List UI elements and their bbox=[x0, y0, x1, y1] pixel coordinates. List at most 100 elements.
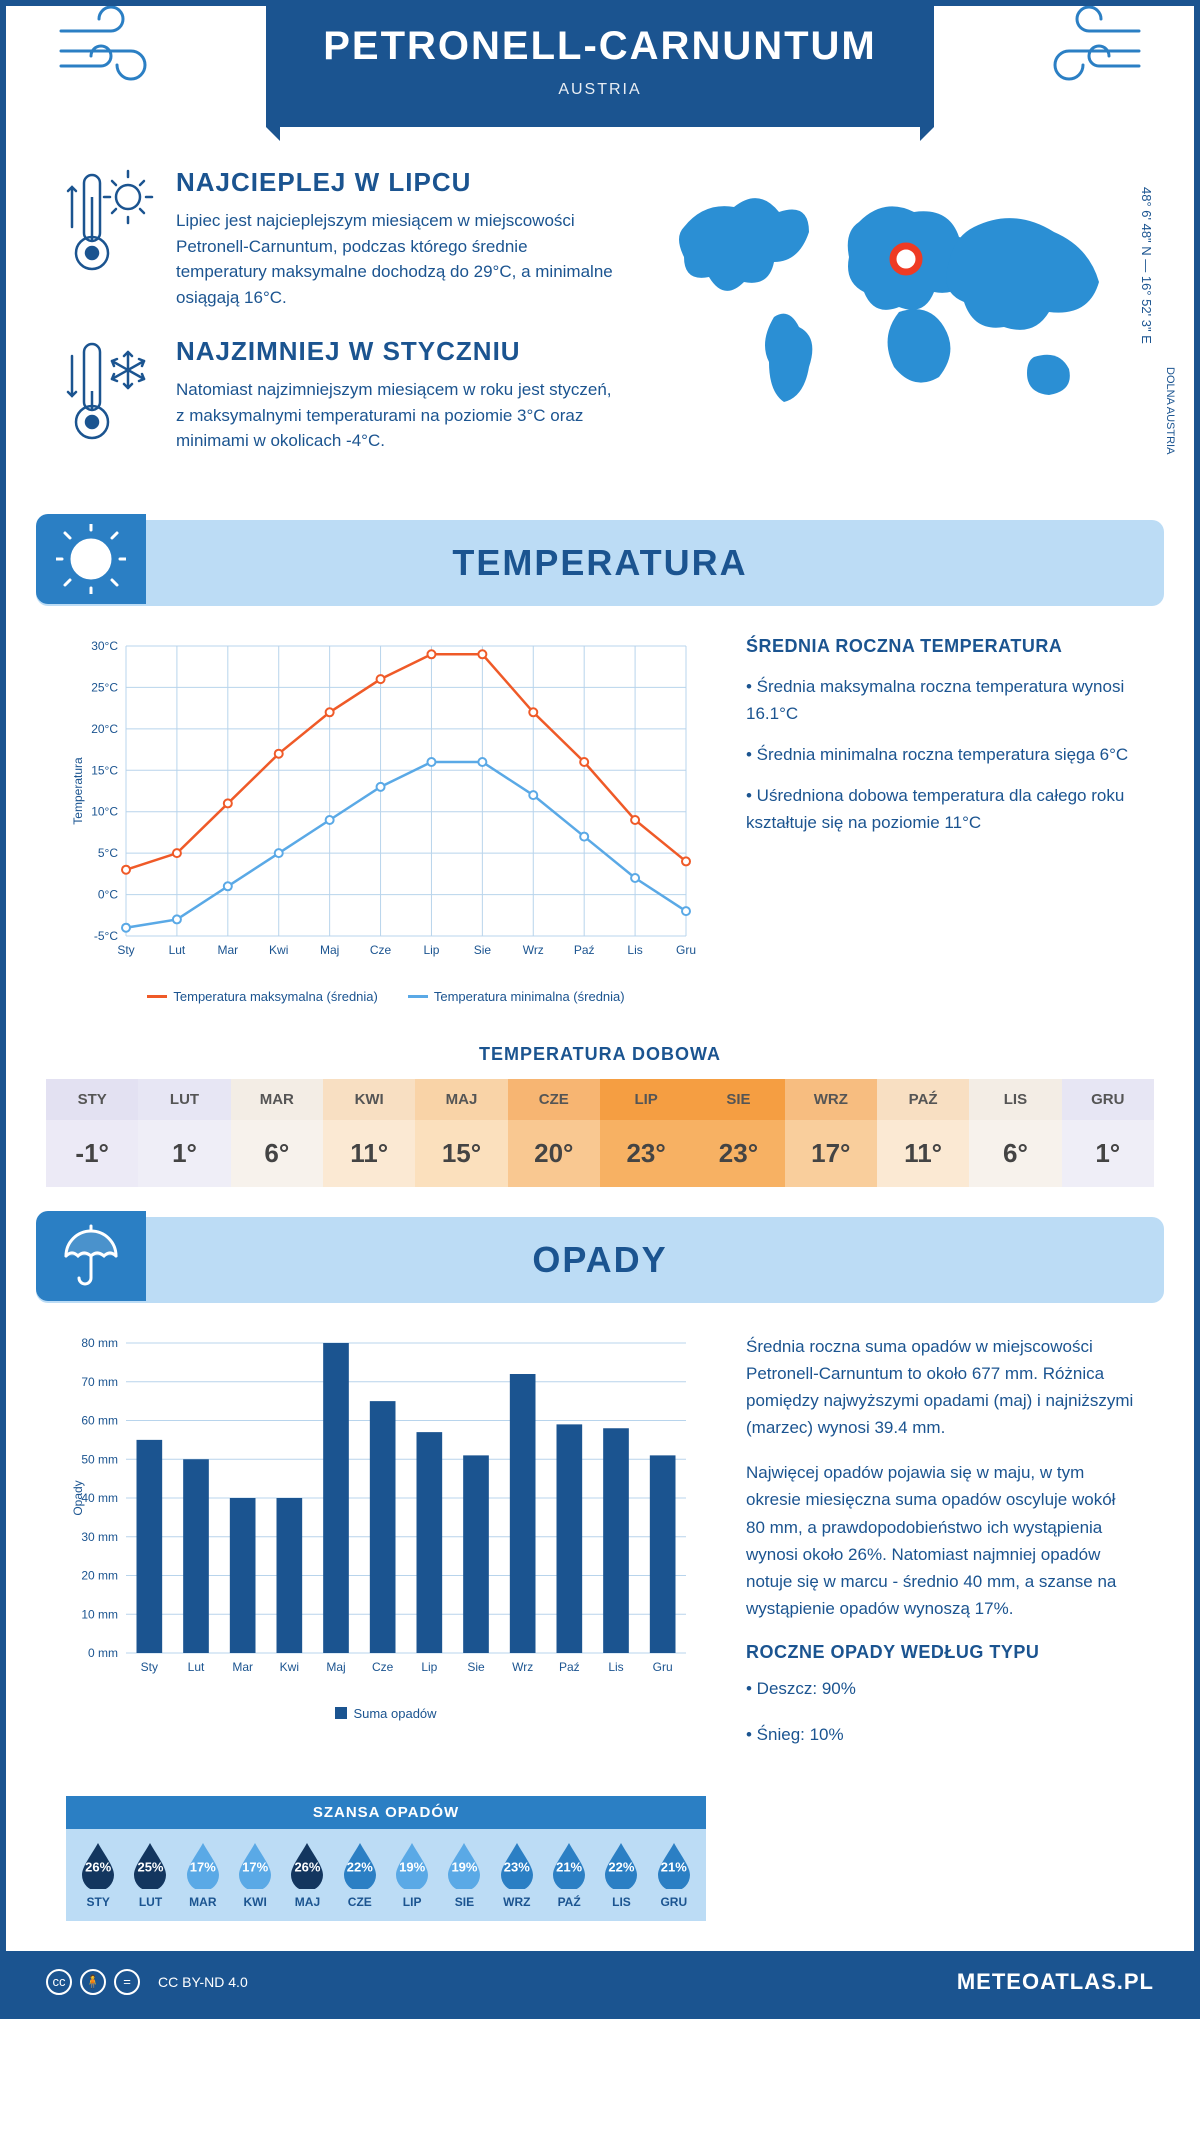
drop-icon: 21% bbox=[654, 1841, 694, 1889]
svg-text:Maj: Maj bbox=[326, 1660, 345, 1674]
precip-para1: Średnia roczna suma opadów w miejscowośc… bbox=[746, 1333, 1134, 1442]
warm-title: NAJCIEPLEJ W LIPCU bbox=[176, 167, 614, 198]
daily-temp-cell: KWI11° bbox=[323, 1079, 415, 1187]
daily-temp-cell: SIE23° bbox=[692, 1079, 784, 1187]
svg-text:Wrz: Wrz bbox=[523, 943, 544, 957]
site-name: METEOATLAS.PL bbox=[957, 1969, 1154, 1995]
drop-icon: 17% bbox=[183, 1841, 223, 1889]
drop-icon: 19% bbox=[392, 1841, 432, 1889]
thermometer-snow-icon bbox=[66, 336, 156, 454]
svg-text:Cze: Cze bbox=[372, 1660, 394, 1674]
svg-text:Opady: Opady bbox=[71, 1480, 85, 1515]
svg-text:Gru: Gru bbox=[676, 943, 696, 957]
page-country: AUSTRIA bbox=[266, 81, 934, 99]
precipitation-body: 0 mm10 mm20 mm30 mm40 mm50 mm60 mm70 mm8… bbox=[6, 1303, 1194, 1786]
svg-text:40 mm: 40 mm bbox=[81, 1491, 118, 1505]
precip-type-title: ROCZNE OPADY WEDŁUG TYPU bbox=[746, 1642, 1134, 1663]
intro-section: NAJCIEPLEJ W LIPCU Lipiec jest najcieple… bbox=[6, 127, 1194, 510]
warm-text: Lipiec jest najcieplejszym miesiącem w m… bbox=[176, 208, 614, 310]
precipitation-title: OPADY bbox=[36, 1239, 1164, 1281]
cold-text: Natomiast najzimniejszym miesiącem w rok… bbox=[176, 377, 614, 454]
cold-block: NAJZIMNIEJ W STYCZNIU Natomiast najzimni… bbox=[66, 336, 614, 454]
thermometer-sun-icon bbox=[66, 167, 156, 310]
footer: cc 🧍 = CC BY-ND 4.0 METEOATLAS.PL bbox=[6, 1951, 1194, 2013]
chance-cell: 17% MAR bbox=[177, 1841, 229, 1909]
avg-temp-bullet: • Uśredniona dobowa temperatura dla całe… bbox=[746, 782, 1134, 836]
svg-text:80 mm: 80 mm bbox=[81, 1336, 118, 1350]
intro-text-column: NAJCIEPLEJ W LIPCU Lipiec jest najcieple… bbox=[66, 167, 614, 480]
umbrella-icon bbox=[36, 1211, 146, 1301]
drop-icon: 26% bbox=[78, 1841, 118, 1889]
chance-cell: 19% LIP bbox=[386, 1841, 438, 1909]
drop-icon: 21% bbox=[549, 1841, 589, 1889]
svg-text:5°C: 5°C bbox=[98, 846, 118, 860]
header-banner: PETRONELL-CARNUNTUM AUSTRIA bbox=[266, 6, 934, 127]
daily-temp-cell: WRZ17° bbox=[785, 1079, 877, 1187]
drop-icon: 25% bbox=[130, 1841, 170, 1889]
svg-text:30°C: 30°C bbox=[91, 639, 118, 653]
svg-text:25°C: 25°C bbox=[91, 680, 118, 694]
temperature-banner: TEMPERATURA bbox=[36, 520, 1164, 606]
precip-type-bullet: • Deszcz: 90% bbox=[746, 1675, 1134, 1702]
drop-icon: 22% bbox=[340, 1841, 380, 1889]
precip-legend-label: Suma opadów bbox=[353, 1706, 436, 1721]
svg-text:20 mm: 20 mm bbox=[81, 1568, 118, 1582]
precip-para2: Najwięcej opadów pojawia się w maju, w t… bbox=[746, 1459, 1134, 1622]
svg-text:Sie: Sie bbox=[467, 1660, 485, 1674]
precip-type-bullet: • Śnieg: 10% bbox=[746, 1721, 1134, 1748]
svg-text:Wrz: Wrz bbox=[512, 1660, 533, 1674]
page-title: PETRONELL-CARNUNTUM bbox=[266, 24, 934, 69]
svg-text:20°C: 20°C bbox=[91, 721, 118, 735]
temperature-chart: -5°C0°C5°C10°C15°C20°C25°C30°CStyLutMarK… bbox=[66, 636, 706, 1004]
svg-text:15°C: 15°C bbox=[91, 763, 118, 777]
temperature-title: TEMPERATURA bbox=[36, 542, 1164, 584]
sun-icon bbox=[36, 514, 146, 604]
svg-text:Maj: Maj bbox=[320, 943, 339, 957]
daily-temp-cell: LIP23° bbox=[600, 1079, 692, 1187]
precipitation-side-text: Średnia roczna suma opadów w miejscowośc… bbox=[746, 1333, 1134, 1766]
svg-text:Gru: Gru bbox=[653, 1660, 673, 1674]
drop-icon: 19% bbox=[444, 1841, 484, 1889]
chance-cell: 25% LUT bbox=[124, 1841, 176, 1909]
precipitation-legend: Suma opadów bbox=[66, 1706, 706, 1721]
svg-text:Sty: Sty bbox=[117, 943, 134, 957]
svg-text:Paź: Paź bbox=[574, 943, 595, 957]
drop-icon: 26% bbox=[287, 1841, 327, 1889]
svg-text:60 mm: 60 mm bbox=[81, 1413, 118, 1427]
drop-icon: 23% bbox=[497, 1841, 537, 1889]
page: PETRONELL-CARNUNTUM AUSTRIA NAJCIEPLEJ W… bbox=[0, 0, 1200, 2019]
license-text: CC BY-ND 4.0 bbox=[158, 1974, 248, 1990]
cc-icon: cc bbox=[46, 1969, 72, 1995]
chance-cell: 22% LIS bbox=[595, 1841, 647, 1909]
precipitation-banner: OPADY bbox=[36, 1217, 1164, 1303]
svg-text:10°C: 10°C bbox=[91, 804, 118, 818]
svg-text:Temperatura: Temperatura bbox=[71, 756, 85, 824]
daily-temp-title: TEMPERATURA DOBOWA bbox=[6, 1044, 1194, 1065]
temperature-side-text: ŚREDNIA ROCZNA TEMPERATURA • Średnia mak… bbox=[746, 636, 1134, 1004]
svg-text:Lip: Lip bbox=[423, 943, 439, 957]
svg-text:Sty: Sty bbox=[141, 1660, 158, 1674]
svg-text:10 mm: 10 mm bbox=[81, 1607, 118, 1621]
wind-icon-left bbox=[56, 6, 206, 86]
license-block: cc 🧍 = CC BY-ND 4.0 bbox=[46, 1969, 248, 1995]
drop-icon: 22% bbox=[601, 1841, 641, 1889]
map-coords: 48° 6' 48" N — 16° 52' 3" E bbox=[1139, 187, 1154, 344]
svg-text:0 mm: 0 mm bbox=[88, 1646, 118, 1660]
legend-item: Temperatura minimalna (średnia) bbox=[408, 989, 625, 1004]
temperature-body: -5°C0°C5°C10°C15°C20°C25°C30°CStyLutMarK… bbox=[6, 606, 1194, 1024]
daily-temp-cell: PAŹ11° bbox=[877, 1079, 969, 1187]
svg-text:Lut: Lut bbox=[188, 1660, 205, 1674]
svg-text:Mar: Mar bbox=[217, 943, 238, 957]
chance-cell: 26% MAJ bbox=[281, 1841, 333, 1909]
precip-chance-block: SZANSA OPADÓW 26% STY 25% LUT 17% MAR 17… bbox=[66, 1796, 706, 1921]
daily-temp-cell: GRU1° bbox=[1062, 1079, 1154, 1187]
drop-icon: 17% bbox=[235, 1841, 275, 1889]
cold-title: NAJZIMNIEJ W STYCZNIU bbox=[176, 336, 614, 367]
nd-icon: = bbox=[114, 1969, 140, 1995]
chance-cell: 19% SIE bbox=[438, 1841, 490, 1909]
chance-cell: 26% STY bbox=[72, 1841, 124, 1909]
precip-chance-row: 26% STY 25% LUT 17% MAR 17% KWI 26% MAJ … bbox=[66, 1829, 706, 1921]
temperature-legend: Temperatura maksymalna (średnia)Temperat… bbox=[66, 989, 706, 1004]
daily-temp-cell: LUT1° bbox=[138, 1079, 230, 1187]
svg-text:-5°C: -5°C bbox=[94, 929, 118, 943]
